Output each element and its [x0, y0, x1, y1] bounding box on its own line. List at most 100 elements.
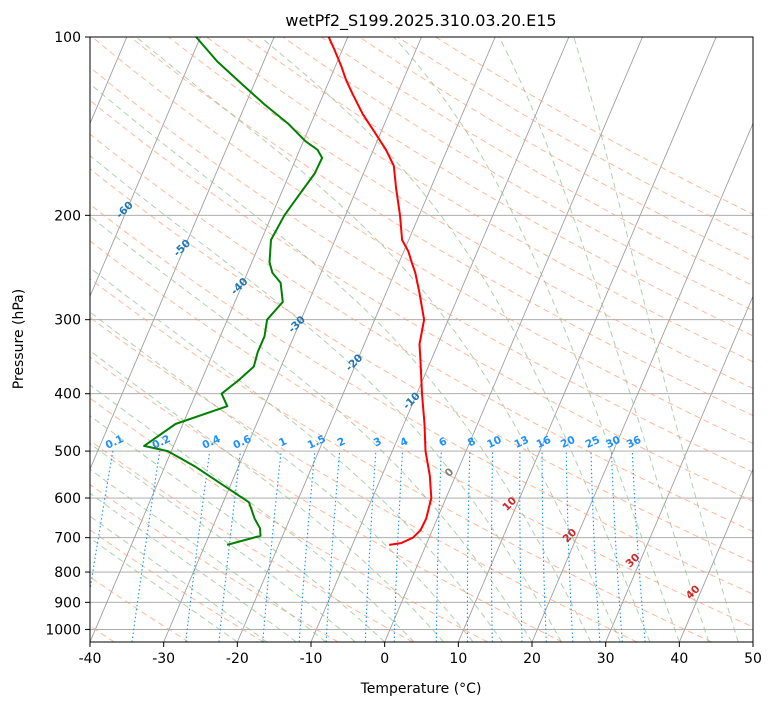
mixing-ratio-line	[218, 451, 242, 642]
y-tick-label: 1000	[45, 622, 81, 638]
moist-adiabat	[393, 37, 680, 642]
dry-adiabat	[90, 240, 753, 628]
x-tick-label: 10	[449, 651, 467, 667]
isotherm-line	[457, 37, 717, 642]
dry-adiabat	[90, 483, 339, 642]
dry-adiabat-label: -70	[56, 161, 78, 183]
dry-adiabat	[168, 37, 753, 389]
mixing-ratio-line	[565, 451, 574, 642]
x-tick-label: 20	[523, 651, 541, 667]
dry-adiabat	[90, 356, 563, 642]
mixing-ratio-line	[90, 451, 114, 594]
x-tick-label: 40	[670, 651, 688, 667]
y-tick-label: 200	[54, 208, 81, 224]
isotherm-label: 40	[684, 583, 703, 602]
y-tick-label: 100	[54, 30, 81, 46]
dry-adiabat	[90, 278, 712, 642]
y-axis-title: Pressure (hPa)	[11, 289, 27, 389]
dry-adiabat	[130, 37, 753, 417]
dry-adiabat-label: -80	[0, 123, 21, 145]
dry-adiabat	[90, 203, 753, 595]
mixing-ratio-label: 2	[336, 435, 348, 449]
dry-adiabat	[244, 37, 753, 337]
mixing-ratio-line	[185, 451, 211, 642]
mixing-ratio-label: 20	[559, 434, 577, 451]
mixing-ratio-line	[298, 451, 316, 642]
mixing-ratio-line	[131, 451, 161, 642]
isotherm-line	[90, 37, 275, 471]
moist-adiabat	[90, 350, 444, 642]
isotherm-line	[236, 37, 496, 642]
mixing-ratio-label: 25	[584, 434, 602, 451]
x-tick-label: -40	[79, 651, 102, 667]
isotherm-line	[384, 37, 643, 642]
mixing-ratio-label: 16	[535, 434, 553, 451]
dry-adiabat	[90, 440, 414, 642]
mixing-ratio-line	[262, 451, 282, 642]
dry-adiabat	[90, 576, 190, 642]
isotherm-line	[90, 37, 349, 642]
mixing-ratio-label: 3	[372, 435, 384, 449]
mixing-ratio-line	[631, 451, 646, 642]
dewpoint-profile	[143, 37, 324, 546]
dry-adiabat-label: -50	[171, 237, 193, 259]
mixing-ratio-label: 4	[398, 435, 410, 449]
mixing-ratio-label: 0.6	[231, 433, 253, 452]
isotherm-label: 30	[624, 551, 643, 570]
x-tick-label: -20	[226, 651, 249, 667]
mixing-ratio-line	[435, 451, 442, 642]
x-tick-label: -30	[152, 651, 175, 667]
mixing-ratio-label: 0.1	[104, 433, 126, 452]
dry-adiabat	[359, 37, 753, 263]
y-tick-label: 600	[54, 491, 81, 507]
mixing-ratio-label: 1.5	[306, 433, 328, 452]
moist-adiabat	[90, 492, 297, 642]
x-tick-label: 0	[380, 651, 389, 667]
mixing-ratio-line	[590, 451, 601, 642]
mixing-ratio-label: 13	[513, 434, 531, 451]
dry-adiabat	[90, 316, 638, 642]
moist-adiabat	[90, 155, 562, 642]
y-tick-label: 500	[54, 444, 81, 460]
moist-adiabat	[90, 468, 327, 642]
isotherm-line	[605, 295, 753, 642]
mixing-ratio-line	[519, 451, 523, 642]
mixing-ratio-label: 10	[485, 434, 503, 451]
dry-adiabat-label: -60	[114, 199, 136, 221]
isotherm-label: 10	[500, 495, 519, 514]
dry-adiabat	[282, 37, 753, 312]
mixing-ratio-label: 6	[437, 435, 449, 449]
dry-adiabat	[435, 37, 753, 215]
dry-adiabat	[91, 37, 753, 445]
dry-adiabat	[90, 133, 753, 533]
moist-adiabat	[90, 537, 238, 642]
dry-adiabat-label: -30	[286, 314, 308, 336]
mixing-ratio-label: 30	[604, 434, 622, 451]
moist-adiabat	[260, 37, 651, 642]
dry-adiabat	[90, 529, 264, 642]
chart-title: wetPf2_S199.2025.310.03.20.E15	[285, 11, 556, 31]
temperature-profile	[327, 37, 433, 546]
dry-adiabat-label: -20	[343, 352, 365, 374]
moist-adiabat	[135, 37, 621, 642]
isotherm-line	[678, 467, 753, 642]
moist-adiabat	[498, 37, 710, 642]
moist-adiabat	[90, 515, 268, 642]
moist-adiabat	[90, 311, 474, 642]
moist-adiabat	[90, 267, 503, 642]
isotherm-line	[752, 640, 753, 642]
y-tick-label: 300	[54, 313, 81, 329]
mixing-ratio-label: 0.4	[200, 433, 222, 452]
mixing-ratio-label: 8	[466, 435, 478, 449]
y-tick-label: 900	[54, 595, 81, 611]
mixing-ratio-line	[466, 451, 471, 642]
x-tick-label: 50	[744, 651, 762, 667]
moist-adiabat	[90, 215, 533, 642]
dry-adiabat	[90, 99, 753, 502]
x-tick-label: 30	[597, 651, 615, 667]
dry-adiabat	[90, 397, 488, 642]
mixing-ratio-line	[490, 451, 494, 642]
mixing-ratio-label: 36	[625, 434, 643, 451]
x-axis-title: Temperature (°C)	[360, 681, 482, 697]
